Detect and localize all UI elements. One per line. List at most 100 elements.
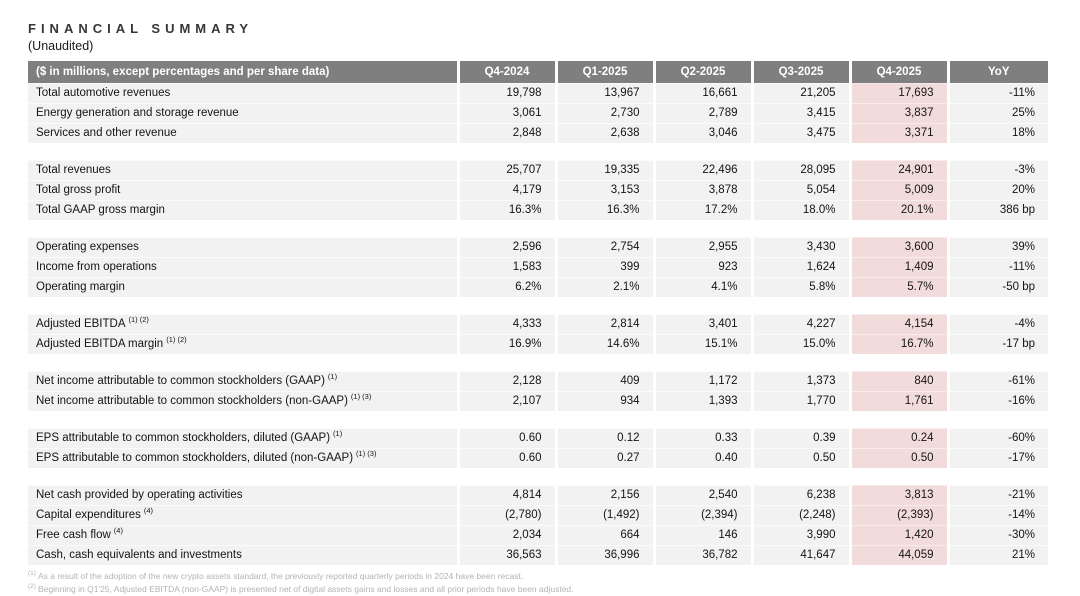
table-row: EPS attributable to common stockholders,… — [28, 448, 1048, 469]
section-gap-cell — [28, 354, 1048, 372]
value-cell: 5.7% — [848, 277, 948, 298]
table-row: Energy generation and storage revenue 3,0… — [28, 103, 1048, 124]
table-row: Operating expenses 2,596 2,754 2,955 3,430 3,… — [28, 237, 1048, 258]
value-cell: 923 — [652, 257, 752, 278]
yoy-value-cell: 18% — [946, 123, 1048, 144]
value-cell: 0.39 — [750, 428, 850, 449]
row-label-cell: Net income attributable to common stockh… — [28, 371, 458, 392]
table-header: ($ in millions, except percentages and p… — [28, 61, 1048, 84]
value-cell: 15.0% — [750, 334, 850, 355]
value-cell: 934 — [554, 391, 654, 412]
value-cell: 2,754 — [554, 237, 654, 258]
table-row: Adjusted EBITDA margin (1) (2) 16.9% 14.6% 1… — [28, 334, 1048, 355]
value-cell: 3,837 — [848, 103, 948, 124]
table-row: Net income attributable to common stockh… — [28, 371, 1048, 392]
table-row: Net income attributable to common stockh… — [28, 391, 1048, 412]
table-row: Net cash provided by operating activitie… — [28, 485, 1048, 506]
value-cell: 13,967 — [554, 83, 654, 104]
value-cell: 3,430 — [750, 237, 850, 258]
value-cell: 409 — [554, 371, 654, 392]
value-cell: 6.2% — [456, 277, 556, 298]
value-cell: 4,179 — [456, 180, 556, 201]
footnotes: (1) As a result of the adoption of the ne… — [28, 570, 1048, 596]
yoy-value-cell: 20% — [946, 180, 1048, 201]
value-cell: 0.60 — [456, 448, 556, 469]
value-cell: 1,624 — [750, 257, 850, 278]
value-cell: 2,814 — [554, 314, 654, 335]
row-label-text: Operating expenses — [36, 241, 139, 253]
row-label-text: Free cash flow — [36, 529, 111, 541]
yoy-value-cell: -3% — [946, 160, 1048, 181]
value-cell: 18.0% — [750, 200, 850, 221]
table-row: Adjusted EBITDA (1) (2) 4,333 2,814 3,401 4,2… — [28, 314, 1048, 335]
row-label-cell: Total GAAP gross margin — [28, 200, 458, 221]
value-cell: 15.1% — [652, 334, 752, 355]
yoy-value-cell: 21% — [946, 545, 1048, 565]
section-gap — [28, 297, 1048, 315]
value-cell: 16.9% — [456, 334, 556, 355]
table-row: Services and other revenue 2,848 2,638 3,04… — [28, 123, 1048, 144]
row-label-text: Energy generation and storage revenue — [36, 107, 239, 119]
row-label-cell: Adjusted EBITDA (1) (2) — [28, 314, 458, 335]
value-cell: 3,813 — [848, 485, 948, 506]
row-label-cell: Operating expenses — [28, 237, 458, 258]
value-cell: 2,638 — [554, 123, 654, 144]
value-cell: 3,990 — [750, 525, 850, 546]
value-cell: 3,475 — [750, 123, 850, 144]
value-cell: 0.27 — [554, 448, 654, 469]
row-label-cell: EPS attributable to common stockholders,… — [28, 428, 458, 449]
section-gap — [28, 411, 1048, 429]
footnote-reference: (1) (2) — [166, 335, 187, 345]
table-header-row: ($ in millions, except percentages and p… — [28, 61, 1048, 84]
footnote-reference: (1) — [327, 372, 338, 382]
value-cell: 3,401 — [652, 314, 752, 335]
yoy-value-cell: -11% — [946, 257, 1048, 278]
row-label-cell: Net cash provided by operating activitie… — [28, 485, 458, 506]
row-label-text: Income from operations — [36, 261, 157, 273]
value-cell: 1,770 — [750, 391, 850, 412]
row-label-cell: Net income attributable to common stockh… — [28, 391, 458, 412]
row-label-cell: Total gross profit — [28, 180, 458, 201]
row-label-cell: Total revenues — [28, 160, 458, 181]
row-label-text: Adjusted EBITDA — [36, 318, 126, 330]
value-cell: 3,061 — [456, 103, 556, 124]
table-row: EPS attributable to common stockholders,… — [28, 428, 1048, 449]
page-subtitle: (Unaudited) — [28, 39, 94, 53]
value-cell: 20.1% — [848, 200, 948, 221]
section-gap-cell — [28, 468, 1048, 486]
yoy-value-cell: -11% — [946, 83, 1048, 104]
table-row: Total GAAP gross margin 16.3% 16.3% 17.2% 18… — [28, 200, 1048, 221]
value-cell: 1,583 — [456, 257, 556, 278]
yoy-value-cell: -21% — [946, 485, 1048, 506]
value-cell: 0.12 — [554, 428, 654, 449]
value-cell: 4,227 — [750, 314, 850, 335]
value-cell: 4.1% — [652, 277, 752, 298]
value-cell: 36,782 — [652, 545, 752, 565]
value-cell: 0.33 — [652, 428, 752, 449]
value-cell: 0.24 — [848, 428, 948, 449]
value-cell: 0.60 — [456, 428, 556, 449]
value-cell: 2,955 — [652, 237, 752, 258]
value-cell: 21,205 — [750, 83, 850, 104]
footnote-line: (2) Beginning in Q1'25, Adjusted EBITDA (… — [28, 583, 1048, 596]
row-label-cell: EPS attributable to common stockholders,… — [28, 448, 458, 469]
table-row: Total gross profit 4,179 3,153 3,878 5,054 5,… — [28, 180, 1048, 201]
value-cell: 2,596 — [456, 237, 556, 258]
value-cell: 16.3% — [456, 200, 556, 221]
yoy-value-cell: -16% — [946, 391, 1048, 412]
column-header-q4-2025: Q4-2025 — [848, 61, 948, 84]
value-cell: 1,373 — [750, 371, 850, 392]
row-label-cell: Total automotive revenues — [28, 83, 458, 104]
value-cell: 5,054 — [750, 180, 850, 201]
yoy-value-cell: -61% — [946, 371, 1048, 392]
column-header-q1-2025: Q1-2025 — [554, 61, 654, 84]
value-cell: 2,789 — [652, 103, 752, 124]
yoy-value-cell: 386 bp — [946, 200, 1048, 221]
yoy-value-cell: -4% — [946, 314, 1048, 335]
row-label-text: EPS attributable to common stockholders,… — [36, 432, 331, 444]
value-cell: 664 — [554, 525, 654, 546]
footnote-reference: (1) (2) — [128, 315, 149, 325]
section-gap-cell — [28, 220, 1048, 238]
table-row: Cash, cash equivalents and investments 36… — [28, 545, 1048, 565]
